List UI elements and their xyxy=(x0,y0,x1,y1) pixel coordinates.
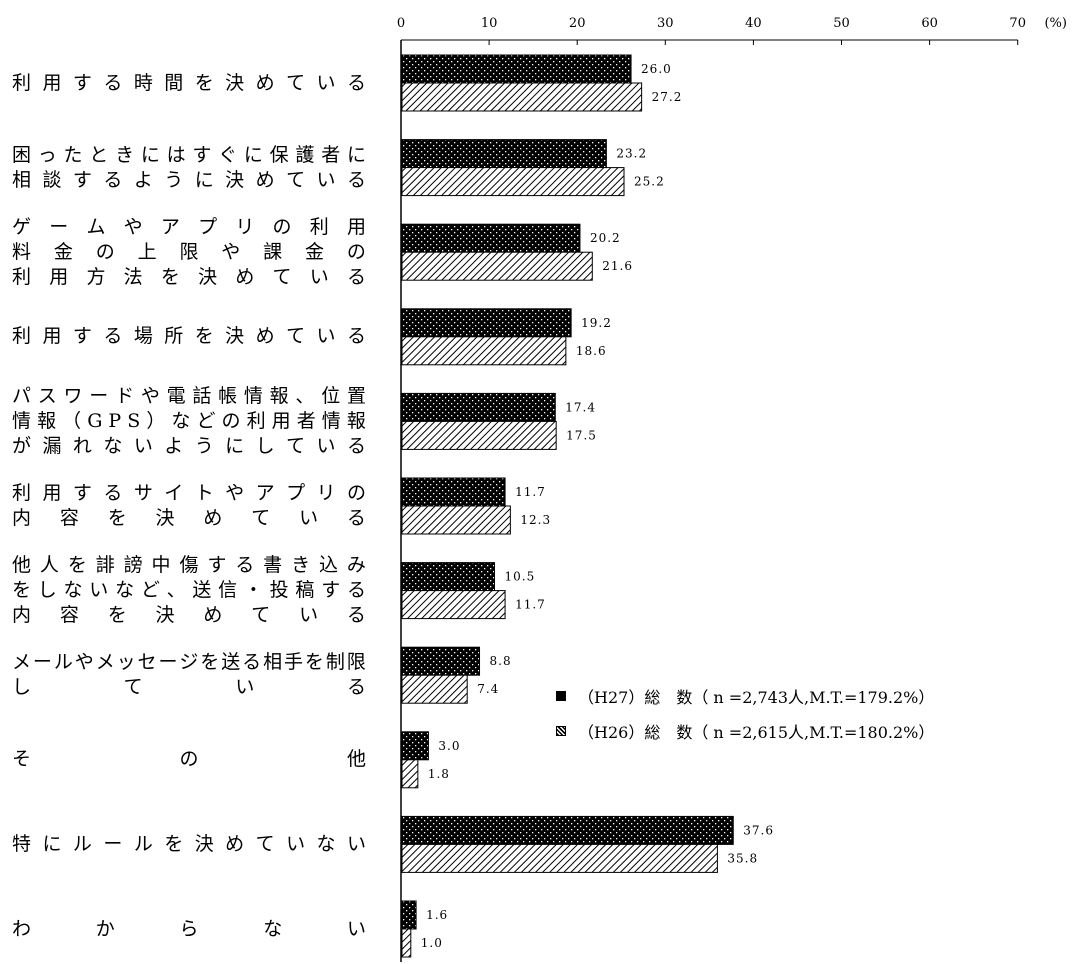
bar-h27 xyxy=(401,477,506,507)
category-label-line: 特にルールを決めていない xyxy=(12,832,366,855)
category-label: 他人を誹謗中傷する書き込みをしないなど、送信・投稿する内容を決めている xyxy=(12,553,366,628)
category-label-line: ゲームやアプリの利用 xyxy=(12,215,366,238)
x-tick-label: 60 xyxy=(921,16,938,31)
legend-swatch-h26 xyxy=(556,726,566,736)
category-label: 利用する時間を決めている xyxy=(12,71,366,96)
category-label-line: わからない xyxy=(12,917,366,940)
category-label-line: 利用方法を決めている xyxy=(12,265,366,288)
category-label: 特にルールを決めていない xyxy=(12,832,366,857)
value-label-h26: 18.6 xyxy=(576,344,607,358)
legend-swatch-h27 xyxy=(556,691,566,701)
category-label-line: している xyxy=(12,676,366,699)
bar-h27 xyxy=(401,815,734,845)
category-label-line: その他 xyxy=(12,748,366,771)
category-label: パスワードや電話帳情報、位置情報（G P S）などの利用者情報が漏れないようにしてい… xyxy=(12,384,366,459)
value-label-h27: 1.6 xyxy=(426,908,448,922)
category-label-line: 相談するように決めている xyxy=(12,168,366,191)
value-label-h27: 19.2 xyxy=(581,316,612,330)
value-label-h27: 20.2 xyxy=(590,231,621,245)
x-tick-label: 40 xyxy=(745,16,762,31)
bar-h26 xyxy=(401,251,593,281)
category-label-line: 料金の上限や課金の xyxy=(12,240,366,263)
value-label-h27: 10.5 xyxy=(505,570,536,584)
x-tick-label: 50 xyxy=(833,16,850,31)
bar-h27 xyxy=(401,54,632,84)
x-tick-label: 20 xyxy=(569,16,586,31)
value-label-h27: 37.6 xyxy=(743,823,774,837)
legend-label-h27: （H27）総 数（ n =2,743人,M.T.=179.2%） xyxy=(578,688,935,707)
bar-h27 xyxy=(401,562,496,592)
value-label-h27: 11.7 xyxy=(515,485,546,499)
category-label-line: 利用するサイトやアプリの xyxy=(12,482,366,504)
value-label-h27: 23.2 xyxy=(616,147,647,161)
bar-h26 xyxy=(401,420,557,450)
bar-h26 xyxy=(401,505,511,535)
category-label-line: 内容を決めている xyxy=(12,507,366,529)
value-label-h26: 11.7 xyxy=(515,598,546,612)
x-tick-label: 70 xyxy=(1009,16,1026,31)
bar-h27 xyxy=(401,392,556,422)
category-label-line: をしないなど、送信・投稿する xyxy=(12,579,366,602)
bar-h27 xyxy=(401,900,417,930)
value-label-h26: 1.8 xyxy=(428,767,450,781)
category-label: 利用する場所を決めている xyxy=(12,324,366,349)
bar-h26 xyxy=(401,928,412,958)
legend-item-h27: （H27）総 数（ n =2,743人,M.T.=179.2%） xyxy=(556,684,934,708)
category-label: その他 xyxy=(12,747,366,772)
bar-h26 xyxy=(401,336,567,366)
bar-h26 xyxy=(401,82,643,112)
category-label: 利用するサイトやアプリの内容を決めている xyxy=(12,481,366,531)
value-label-h27: 3.0 xyxy=(438,739,460,753)
value-label-h26: 1.0 xyxy=(421,936,443,950)
bars xyxy=(401,54,734,958)
x-tick-label: 10 xyxy=(481,16,498,31)
category-label-line: 利用する時間を決めている xyxy=(12,71,366,94)
bar-h26 xyxy=(401,759,419,789)
bar-h27 xyxy=(401,308,572,338)
category-label-line: メールやメッセージを送る相手を制限 xyxy=(12,651,366,674)
category-label-line: が漏れないようにしている xyxy=(12,434,366,457)
category-label-line: 内容を決めている xyxy=(12,604,366,627)
category-label: ゲームやアプリの利用料金の上限や課金の利用方法を決めている xyxy=(12,215,366,290)
category-label-line: 他人を誹謗中傷する書き込み xyxy=(12,554,366,577)
value-label-h27: 8.8 xyxy=(490,654,512,668)
value-label-h26: 21.6 xyxy=(602,259,633,273)
category-label: 困ったときにはすぐに保護者に相談するように決めている xyxy=(12,143,366,193)
value-label-h26: 35.8 xyxy=(727,851,758,865)
bar-h27 xyxy=(401,731,429,761)
value-label-h27: 17.4 xyxy=(565,400,596,414)
value-label-h26: 17.5 xyxy=(566,428,597,442)
category-label-line: 利用する場所を決めている xyxy=(12,325,366,348)
category-label-line: 困ったときにはすぐに保護者に xyxy=(12,143,366,166)
value-label-h26: 7.4 xyxy=(477,682,499,696)
category-label: メールやメッセージを送る相手を制限している xyxy=(12,650,366,700)
value-label-h26: 12.3 xyxy=(520,513,551,527)
bar-h27 xyxy=(401,223,581,253)
value-labels: 26.0 27.2 23.2 25.2 20.2 21.6 19.2 18.6 17.4 17.5… xyxy=(421,62,774,950)
bar-h26 xyxy=(401,590,506,620)
category-label: わからない xyxy=(12,917,366,942)
bar-h27 xyxy=(401,646,481,676)
value-label-h26: 27.2 xyxy=(652,90,683,104)
x-axis: 0 10 20 30 40 50 60 70 (%) xyxy=(397,16,1067,962)
category-label-line: 情報（G P S）などの利用者情報 xyxy=(12,409,366,432)
x-unit-label: (%) xyxy=(1044,16,1067,31)
bar-h26 xyxy=(401,674,468,704)
x-tick-label: 30 xyxy=(657,16,674,31)
legend-label-h26: （H26）総 数（ n =2,615人,M.T.=180.2%） xyxy=(578,723,935,742)
legend-item-h26: （H26）総 数（ n =2,615人,M.T.=180.2%） xyxy=(556,719,934,743)
x-tick-label: 0 xyxy=(397,16,405,31)
category-label-line: パスワードや電話帳情報、位置 xyxy=(12,384,366,407)
bar-h27 xyxy=(401,139,607,169)
value-label-h27: 26.0 xyxy=(641,62,672,76)
bar-h26 xyxy=(401,167,625,197)
value-label-h26: 25.2 xyxy=(634,175,665,189)
bar-h26 xyxy=(401,843,718,873)
